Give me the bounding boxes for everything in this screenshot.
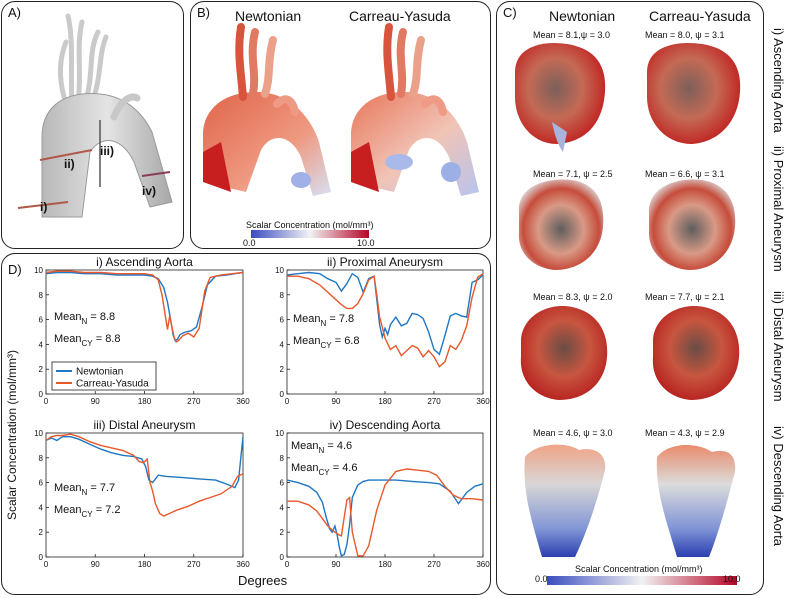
panel-c-label: C) — [503, 5, 517, 20]
panel-c: C) Newtonian Carreau-Yasuda Mean = 8.1,ψ… — [496, 1, 764, 595]
panel-b-label: B) — [197, 5, 210, 20]
panel-b-colorbar-title: Scalar Concentration (mol/mm³) — [246, 220, 374, 230]
row1-carreau-stat: Mean = 8.0, ψ = 3.1 — [645, 30, 725, 40]
panel-c-carreau-title: Carreau-Yasuda — [649, 8, 751, 24]
row4-newtonian-stat: Mean = 4.6, ψ = 3.0 — [533, 428, 613, 438]
side-label-proximal-aneurysm: ii) Proximal Aneurysm — [771, 146, 786, 272]
panel-b-carreau-title: Carreau-Yasuda — [349, 8, 451, 24]
row3-newtonian-stat: Mean = 8.3, ψ = 2.0 — [533, 292, 613, 302]
marker-iii: iii) — [100, 144, 114, 158]
marker-iv: iv) — [142, 184, 157, 198]
panel-b-colorbar-min: 0.0 — [243, 238, 256, 248]
side-label-ascending-aorta: i) Ascending Aorta — [771, 28, 786, 133]
panel-b-colorbar — [251, 230, 369, 238]
aorta-geometry-illustration — [17, 13, 173, 218]
panel-c-cross-section-renderings — [515, 42, 741, 557]
panel-d-ylabel: Scalar Concentration (mol/mm³) — [5, 349, 19, 520]
row1-newtonian-stat: Mean = 8.1,ψ = 3.0 — [533, 30, 610, 40]
panel-b-newtonian-title: Newtonian — [235, 8, 302, 24]
panel-b-colorbar-max: 10.0 — [357, 238, 375, 248]
panel-c-newtonian-title: Newtonian — [549, 8, 616, 24]
panel-b-concentration-renderings — [203, 23, 479, 196]
panel-a: A) i) ii) iii) iv) — [1, 1, 184, 249]
panel-c-colorbar — [547, 576, 737, 585]
marker-ii: ii) — [64, 157, 75, 171]
side-label-distal-aneurysm: iii) Distal Aneurysm — [771, 291, 786, 402]
row2-newtonian-stat: Mean = 7.1, ψ = 2.5 — [533, 169, 613, 179]
panel-b: B) Newtonian Carreau-Yasuda — [190, 1, 491, 249]
panel-c-colorbar-min: 0.0 — [535, 574, 548, 584]
row4-carreau-stat: Mean = 4.3, ψ = 2.9 — [645, 428, 725, 438]
panel-d: D) — [1, 253, 491, 595]
panel-c-colorbar-title: Scalar Concentration (mol/mm³) — [575, 564, 703, 574]
marker-i: i) — [40, 200, 48, 214]
row2-carreau-stat: Mean = 6.6, ψ = 3.1 — [645, 169, 725, 179]
panel-c-colorbar-max: 10.0 — [723, 574, 741, 584]
panel-d-label: D) — [8, 262, 22, 277]
side-label-descending-aorta: iv) Descending Aorta — [771, 426, 786, 546]
row3-carreau-stat: Mean = 7.7, ψ = 2.1 — [645, 292, 725, 302]
panel-d-xlabel: Degrees — [238, 573, 288, 588]
panel-a-label: A) — [8, 5, 21, 20]
